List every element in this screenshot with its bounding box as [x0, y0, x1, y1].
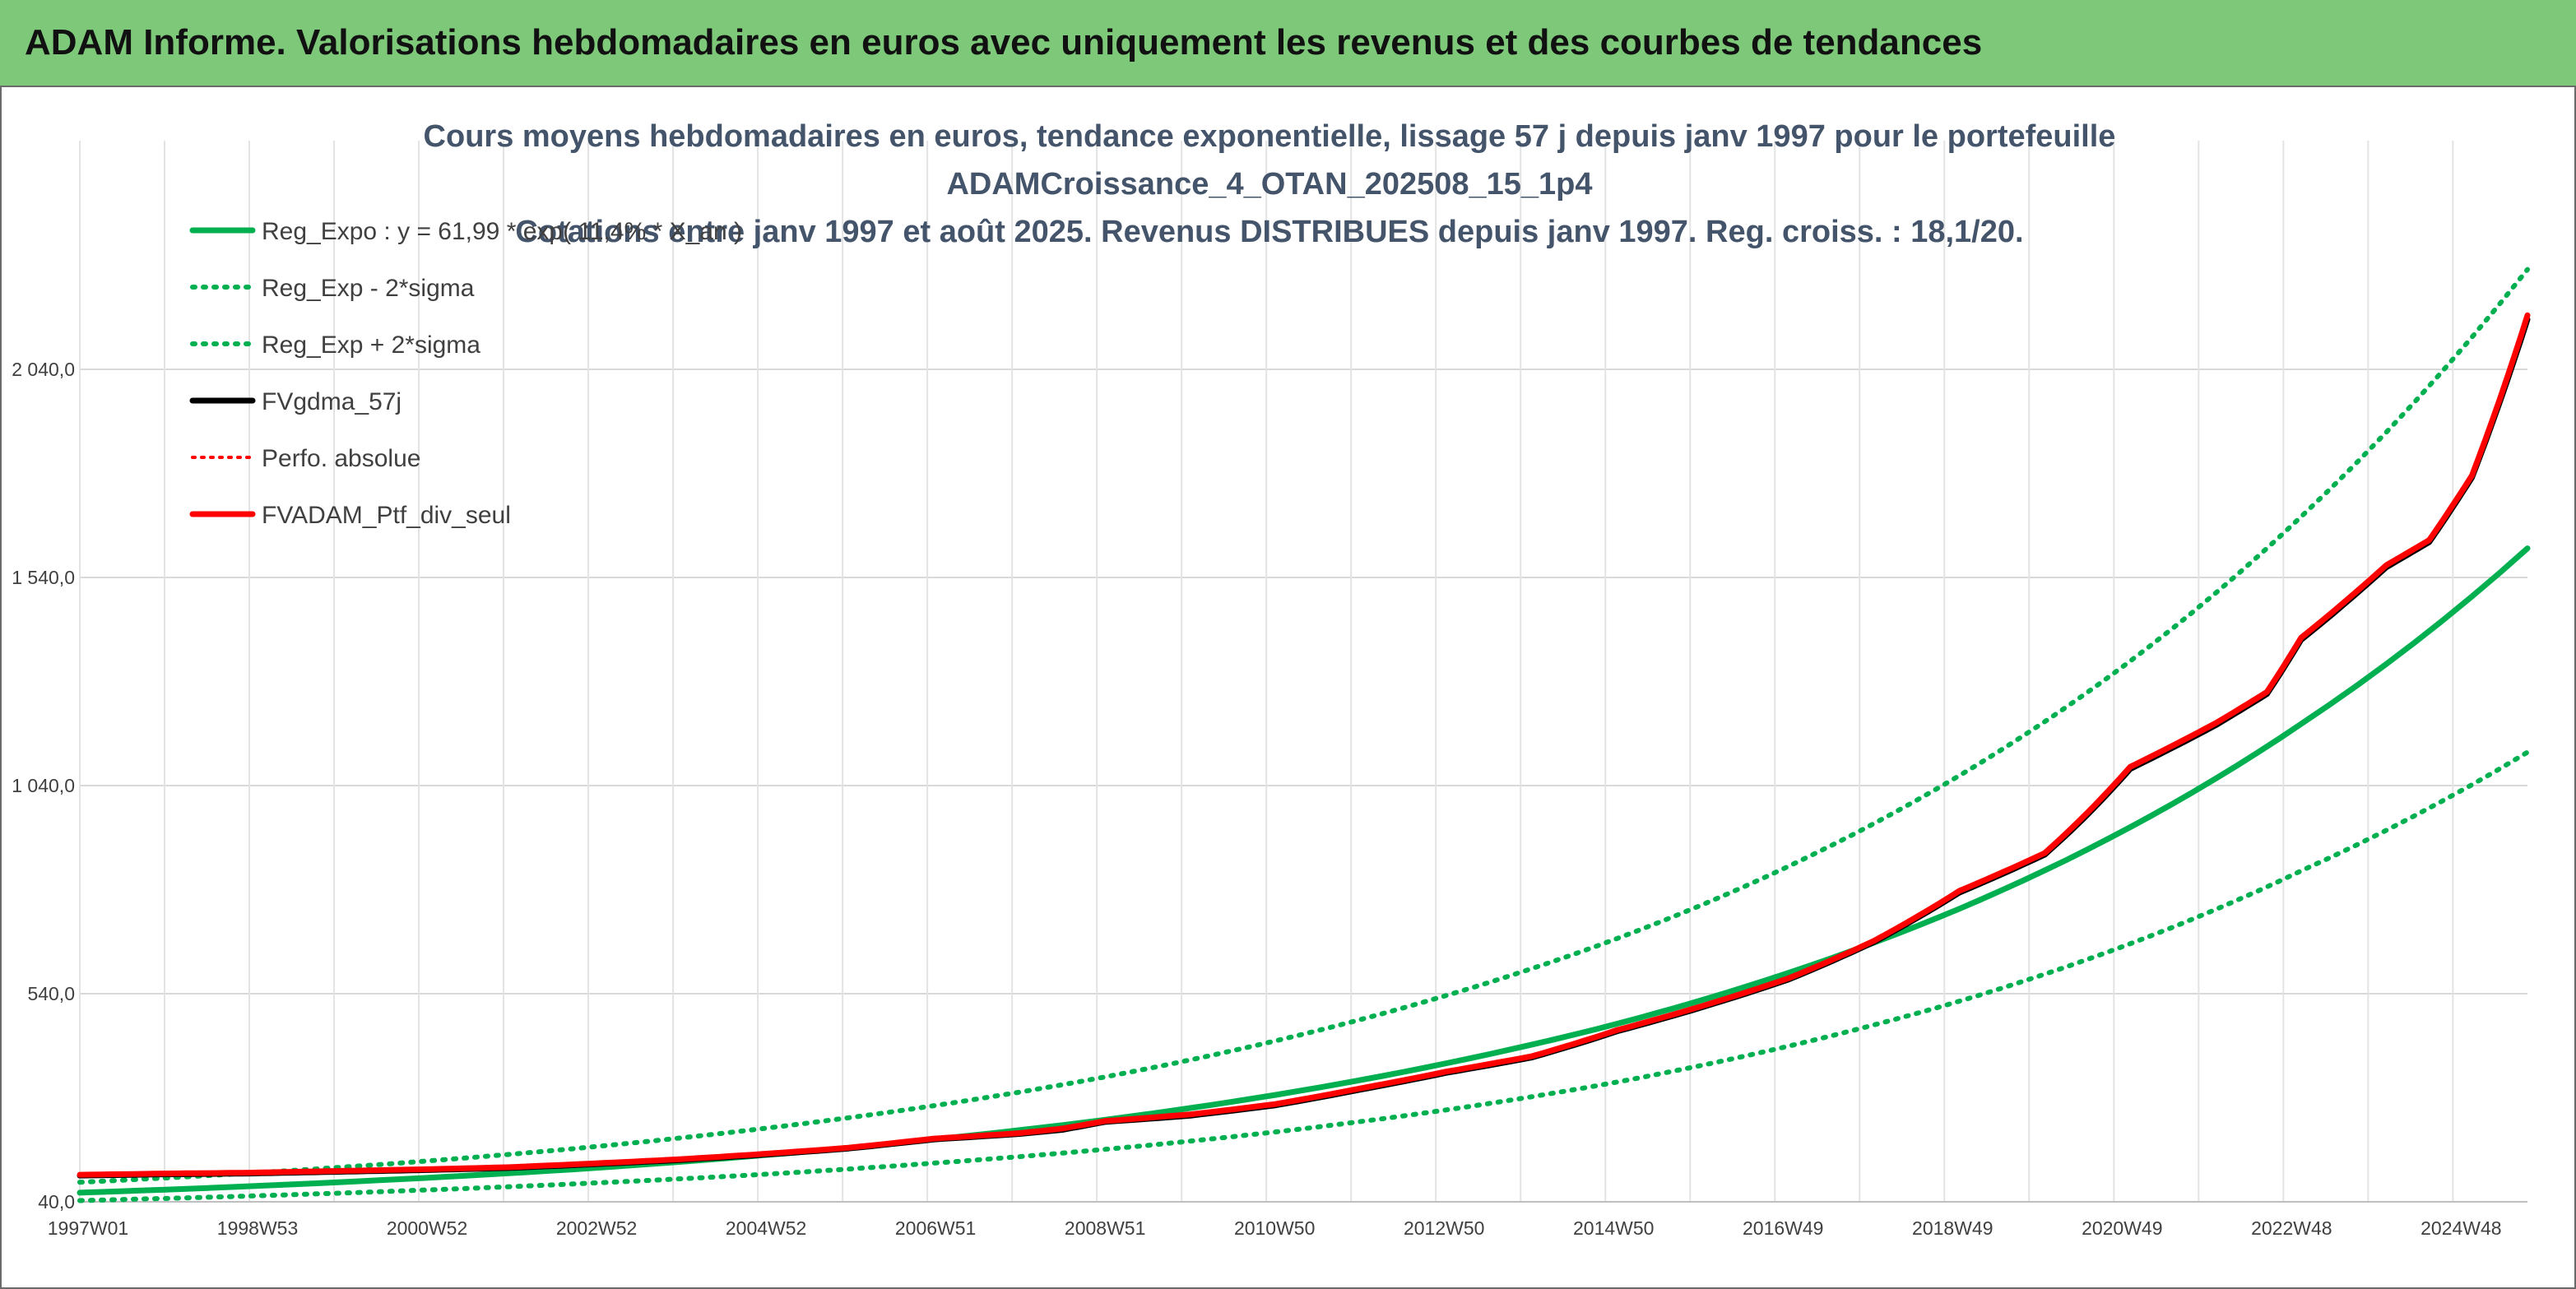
page-title: ADAM Informe. Valorisations hebdomadaire… — [25, 22, 1983, 63]
x-tick-label: 2012W50 — [1404, 1217, 1484, 1239]
x-axis: 1997W01 1998W53 2000W52 2002W52 2004W52 2006W… — [48, 1217, 2502, 1239]
grid — [79, 141, 2527, 1203]
y-axis: 40,0 540,0 1 040,0 1 540,0 2 040,0 — [12, 359, 75, 1212]
x-tick-label: 2002W52 — [556, 1217, 637, 1239]
x-tick-label: 2000W52 — [387, 1217, 467, 1239]
x-tick-label: 2018W49 — [1912, 1217, 1993, 1239]
series-line-5 — [77, 312, 2531, 1178]
chart-title-line: Cours moyens hebdomadaires en euros, ten… — [424, 119, 2116, 154]
legend-label: Perfo. absolue — [262, 445, 420, 472]
x-tick-label: 2022W48 — [2251, 1217, 2332, 1239]
series-line-3 — [77, 316, 2531, 1179]
legend-label: FVADAM_Ptf_div_seul — [262, 502, 511, 529]
x-tick-label: 2024W48 — [2421, 1217, 2501, 1239]
x-tick-label: 2004W52 — [726, 1217, 806, 1239]
y-tick-label: 40,0 — [38, 1191, 75, 1212]
y-tick-label: 1 040,0 — [12, 775, 75, 796]
y-tick-label: 2 040,0 — [12, 359, 75, 380]
legend-label: Reg_Exp + 2*sigma — [262, 332, 480, 359]
series-line-4 — [78, 313, 2529, 1177]
x-tick-label: 1997W01 — [48, 1217, 128, 1239]
series-group — [77, 267, 2531, 1203]
x-tick-label: 2016W49 — [1743, 1217, 1823, 1239]
y-tick-label: 540,0 — [27, 983, 75, 1004]
x-tick-label: 1998W53 — [217, 1217, 298, 1239]
chart-frame: Cours moyens hebdomadaires en euros, ten… — [0, 86, 2576, 1289]
x-tick-label: 2010W50 — [1234, 1217, 1315, 1239]
chart-title-line: ADAMCroissance_4_OTAN_202508_15_1p4 — [946, 167, 1592, 202]
x-tick-label: 2020W49 — [2082, 1217, 2162, 1239]
legend-label: Reg_Expo : y = 61,99 * exp( 11,4% * X_an… — [262, 218, 742, 245]
x-tick-label: 2006W51 — [895, 1217, 976, 1239]
y-tick-label: 1 540,0 — [12, 567, 75, 588]
legend: Reg_Expo : y = 61,99 * exp( 11,4% * X_an… — [189, 218, 742, 529]
legend-label: Reg_Exp - 2*sigma — [262, 275, 475, 302]
x-tick-label: 2014W50 — [1573, 1217, 1654, 1239]
x-tick-label: 2008W51 — [1065, 1217, 1145, 1239]
series-line-2 — [77, 267, 2530, 1185]
line-chart: Cours moyens hebdomadaires en euros, ten… — [12, 119, 2531, 1239]
series-line-0 — [77, 545, 2531, 1196]
chart-title-line: Cotations entre janv 1997 et août 2025. … — [515, 215, 2023, 249]
legend-label: FVgdma_57j — [262, 388, 401, 415]
series-line-1 — [77, 749, 2530, 1203]
chart-title: Cours moyens hebdomadaires en euros, ten… — [424, 119, 2116, 249]
page-header: ADAM Informe. Valorisations hebdomadaire… — [0, 0, 2576, 86]
